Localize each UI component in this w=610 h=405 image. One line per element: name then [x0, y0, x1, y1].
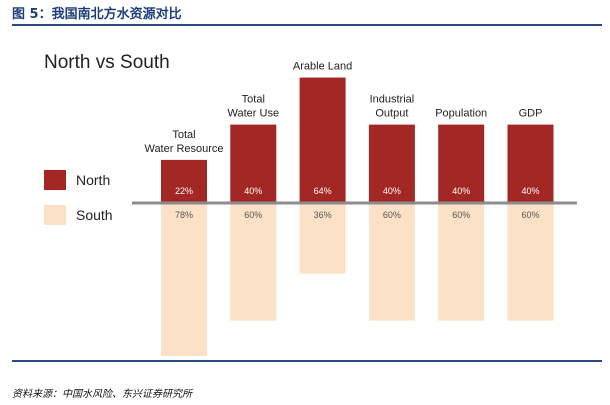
north-value-label: 64% — [314, 186, 332, 196]
south-value-label: 60% — [383, 210, 401, 220]
north-value-label: 40% — [452, 186, 470, 196]
category-label: Water Use — [228, 108, 280, 120]
category-label: Industrial — [370, 94, 415, 106]
chart-title: North vs South — [44, 52, 170, 73]
label-group: 22% 78% Total Water Resource 40% 60% Total Wate… — [144, 61, 542, 220]
north-bar — [368, 124, 415, 203]
top-rule — [12, 24, 602, 26]
south-value-label: 36% — [314, 210, 332, 220]
north-bar — [438, 124, 485, 203]
category-label: Population — [435, 108, 487, 120]
category-label: Total — [172, 129, 195, 141]
south-bar — [299, 203, 346, 274]
north-value-label: 40% — [383, 186, 401, 196]
north-bar — [230, 124, 277, 203]
legend: North South — [44, 170, 113, 225]
bar-group — [161, 77, 554, 356]
source-note: 资料来源：中国水风险、东兴证券研究所 — [12, 389, 192, 400]
legend-south-swatch — [44, 205, 66, 225]
south-value-label: 78% — [175, 210, 193, 220]
north-bar — [299, 77, 346, 203]
figure-title: 图 5：我国南北方水资源对比 — [12, 7, 182, 22]
north-bar — [507, 124, 554, 203]
north-value-label: 40% — [244, 186, 262, 196]
legend-north-label: North — [76, 172, 110, 188]
south-bar — [161, 203, 207, 356]
south-value-label: 60% — [521, 210, 539, 220]
category-label: GDP — [519, 108, 543, 120]
bottom-rule — [12, 360, 602, 362]
south-value-label: 60% — [452, 210, 470, 220]
legend-north-swatch — [44, 170, 66, 190]
category-label: Arable Land — [293, 61, 352, 73]
south-bar — [368, 203, 415, 321]
south-value-label: 60% — [244, 210, 262, 220]
north-value-label: 22% — [175, 186, 193, 196]
south-bar — [230, 203, 277, 321]
north-bar — [161, 159, 207, 203]
category-label: Output — [375, 108, 408, 120]
north-value-label: 40% — [521, 186, 539, 196]
south-bar — [438, 203, 485, 321]
category-label: Total — [242, 94, 265, 106]
category-label: Water Resource — [144, 143, 223, 155]
legend-south-label: South — [76, 207, 113, 223]
south-bar — [507, 203, 554, 321]
